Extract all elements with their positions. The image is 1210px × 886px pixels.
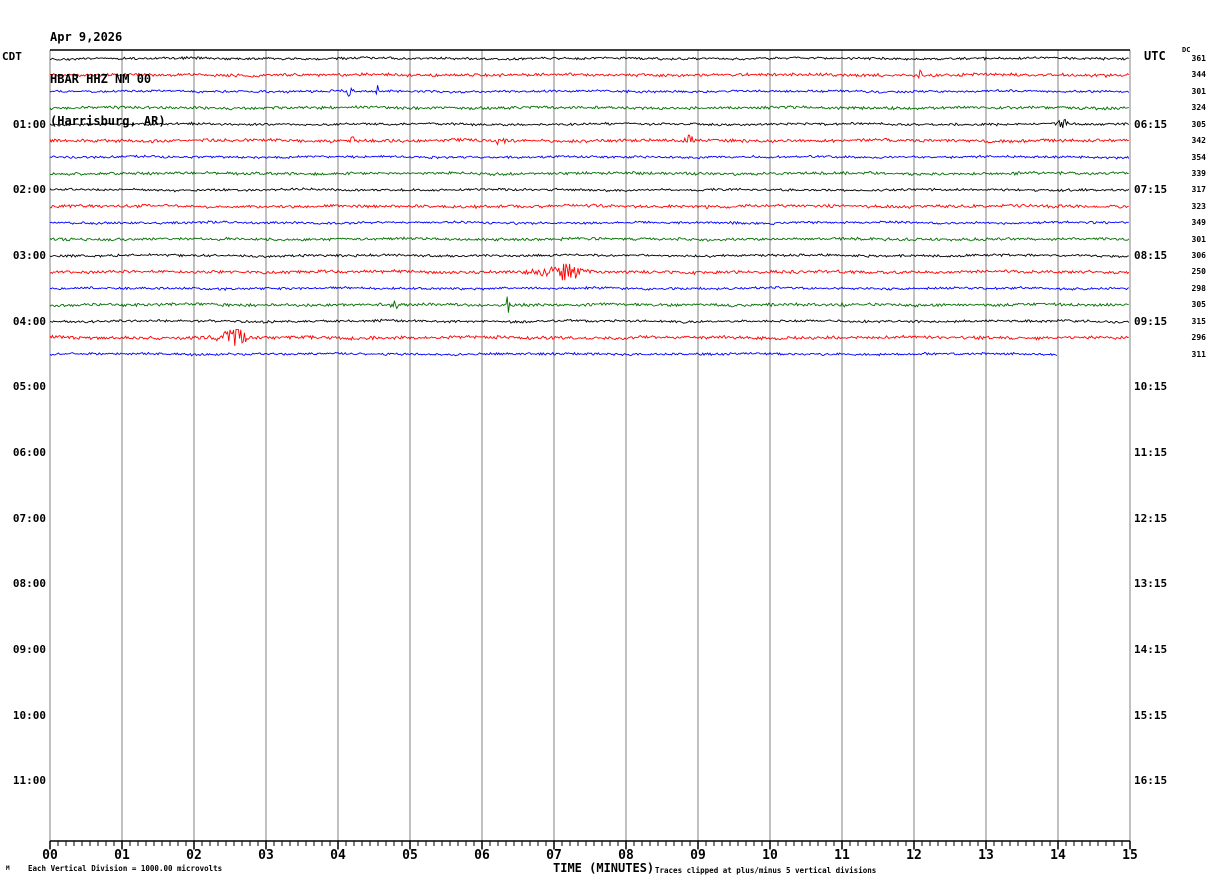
trace-0130-blue [49, 154, 1130, 160]
dc-value: 339 [1191, 168, 1206, 178]
minute-label: 13 [978, 848, 994, 863]
left-hour-label: 09:00 [12, 643, 46, 657]
trace-0230-blue [49, 220, 1129, 226]
minute-label: 06 [474, 848, 490, 863]
dc-value: 296 [1191, 333, 1206, 343]
right-hour-label: 14:15 [1134, 643, 1168, 657]
clip-note: Traces clipped at plus/minus 5 vertical … [655, 866, 877, 875]
dc-value: 354 [1191, 152, 1206, 162]
right-hour-label: 08:15 [1134, 249, 1168, 263]
right-hour-label: 12:15 [1134, 511, 1168, 525]
left-hour-label: 05:00 [12, 380, 46, 394]
minute-label: 02 [186, 848, 202, 863]
trace-0015-red [49, 69, 1130, 80]
minute-label: 10 [762, 848, 778, 863]
dc-value: 344 [1191, 70, 1206, 80]
minute-label: 04 [330, 848, 346, 863]
trace-0415-red [49, 328, 1129, 346]
minute-label: 03 [258, 848, 274, 863]
minute-label: 14 [1050, 848, 1066, 863]
dc-value: 305 [1191, 300, 1206, 310]
minute-label: 05 [402, 848, 418, 863]
trace-0100-black [49, 118, 1130, 129]
minute-label: 08 [618, 848, 634, 863]
trace-0045-green [49, 105, 1129, 111]
dc-value: 250 [1191, 267, 1206, 277]
left-hour-label: 11:00 [12, 774, 46, 788]
dc-column-label: DC [1182, 46, 1191, 54]
left-hour-label: 06:00 [12, 446, 46, 460]
right-hour-label: 10:15 [1134, 380, 1168, 394]
dc-value: 305 [1191, 119, 1206, 129]
watermark-logo: M [6, 865, 10, 872]
trace-0030-blue [49, 85, 1130, 98]
right-hour-label: 07:15 [1134, 183, 1168, 197]
scale-note: Each Vertical Division = 1000.00 microvo… [28, 864, 223, 873]
trace-0215-red [49, 203, 1129, 210]
dc-value: 301 [1191, 234, 1206, 244]
trace-0330-blue [49, 285, 1130, 292]
minute-label: 07 [546, 848, 562, 863]
trace-0145-green [49, 170, 1129, 177]
trace-0115-red [49, 134, 1130, 146]
left-hour-label: 07:00 [12, 511, 46, 525]
right-hour-label: 15:15 [1134, 708, 1168, 722]
dc-value: 306 [1191, 251, 1206, 261]
minute-label: 11 [834, 848, 850, 863]
trace-0430-blue [49, 351, 1058, 357]
dc-value: 323 [1191, 201, 1206, 211]
minute-label: 12 [906, 848, 922, 863]
dc-value: 311 [1191, 349, 1206, 359]
left-hour-label: 08:00 [12, 577, 46, 591]
left-hour-label: 10:00 [12, 708, 46, 722]
station-id-label: HBAR HHZ NM 00 [50, 72, 152, 86]
dc-value: 342 [1191, 136, 1206, 146]
trace-0200-black [49, 187, 1130, 193]
title-block: Apr 9,2026 HBAR HHZ NM 00 (Harrisburg, A… [50, 2, 166, 156]
minute-label: 15 [1122, 848, 1138, 863]
right-hour-label: 06:15 [1134, 117, 1168, 131]
trace-0315-red [49, 263, 1130, 281]
minute-label: 01 [114, 848, 130, 863]
right-hour-label: 16:15 [1134, 774, 1168, 788]
right-hour-label: 09:15 [1134, 314, 1168, 328]
trace-0000-black [49, 55, 1129, 62]
left-timezone-label: CDT [2, 50, 22, 63]
right-hour-label: 13:15 [1134, 577, 1168, 591]
date-label: Apr 9,2026 [50, 30, 123, 44]
dc-value: 349 [1191, 218, 1206, 228]
dc-value: 301 [1191, 86, 1206, 96]
trace-0300-black [49, 252, 1129, 259]
left-hour-label: 03:00 [12, 249, 46, 263]
right-timezone-label: UTC [1144, 49, 1166, 63]
trace-0245-green [49, 236, 1130, 242]
x-axis-title: TIME (MINUTES) [553, 861, 655, 875]
left-hour-label: 02:00 [12, 183, 46, 197]
dc-value: 317 [1191, 185, 1206, 195]
dc-value: 315 [1191, 316, 1206, 326]
minute-label: 09 [690, 848, 706, 863]
dc-value: 361 [1191, 54, 1206, 63]
trace-0400-black [49, 318, 1130, 324]
trace-0345-green [49, 296, 1129, 313]
dc-value: 298 [1191, 283, 1206, 293]
dc-value: 324 [1191, 103, 1206, 113]
left-hour-label: 04:00 [12, 314, 46, 328]
minute-label: 00 [42, 848, 58, 863]
right-hour-label: 11:15 [1134, 446, 1168, 460]
left-hour-label: 01:00 [12, 117, 46, 131]
station-location-label: (Harrisburg, AR) [50, 114, 166, 128]
